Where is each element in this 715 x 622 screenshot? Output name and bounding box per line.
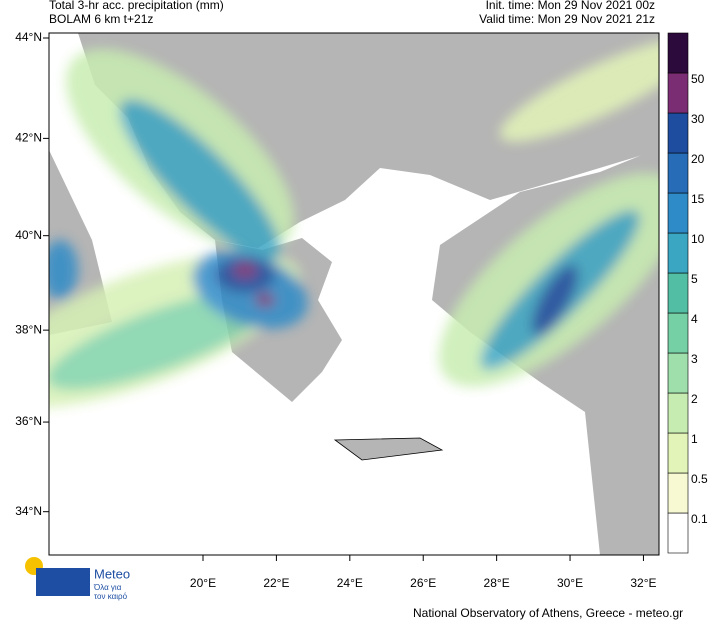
lat-tick-label: 40°N [15,228,42,242]
crete [333,437,444,461]
colorbar-label: 1 [691,432,698,446]
logo: Meteo Όλα για τον καιρό [25,557,130,601]
colorbar-label: 3 [691,352,698,366]
lat-tick-label: 34°N [15,504,42,518]
map [49,33,659,555]
colorbar-label: 0.1 [691,512,708,526]
colorbar-label: 30 [691,112,705,126]
colorbar-box [667,432,689,474]
colorbar-box [667,312,689,354]
logo-tagline: Όλα για [93,583,122,592]
lat-tick-label: 36°N [15,414,42,428]
logo-name: Meteo [94,566,130,581]
colorbar-box [667,72,689,114]
logo-tagline: τον καιρό [94,592,128,601]
colorbar-box [667,32,689,74]
valid-time: Valid time: Mon 29 Nov 2021 21z [479,12,655,26]
colorbar-box [667,352,689,394]
lat-tick-label: 38°N [15,322,42,336]
lat-tick-label: 42°N [15,131,42,145]
subtitle: BOLAM 6 km t+21z [49,12,153,26]
colorbar-box [667,112,689,154]
precipitation [49,38,659,408]
colorbar: 0.1 0.5 1 2 3 4 5 10 15 20 30 50 [667,32,708,554]
colorbar-box [667,192,689,234]
colorbar-label: 0.5 [691,472,708,486]
map-frame [48,32,660,556]
footer-credit: National Observatory of Athens, Greece -… [413,606,683,620]
lon-tick-label: 26°E [410,576,436,590]
colorbar-box [667,152,689,194]
colorbar-label: 50 [691,72,705,86]
colorbar-label: 5 [691,272,698,286]
colorbar-label: 4 [691,312,698,326]
colorbar-box [667,392,689,434]
lon-tick-label: 28°E [484,576,510,590]
lat-tick-label: 44°N [15,30,42,44]
logo-mark [36,568,90,596]
colorbar-label: 15 [691,192,705,206]
ticks: 44°N 42°N 40°N 38°N 36°N 34°N 20°E 22°E 24°E 26°E… [15,30,656,590]
colorbar-label: 2 [691,392,698,406]
lon-tick-label: 30°E [557,576,583,590]
colorbar-box [667,472,689,514]
lon-tick-label: 32°E [630,576,656,590]
lon-tick-label: 24°E [337,576,363,590]
colorbar-box [667,232,689,274]
colorbar-box [667,272,689,314]
colorbar-box [667,512,689,554]
init-time: Init. time: Mon 29 Nov 2021 00z [486,0,655,12]
colorbar-label: 10 [691,232,705,246]
lon-tick-label: 22°E [263,576,289,590]
colorbar-label: 20 [691,152,705,166]
title: Total 3-hr acc. precipitation (mm) [49,0,224,12]
lon-tick-label: 20°E [190,576,216,590]
